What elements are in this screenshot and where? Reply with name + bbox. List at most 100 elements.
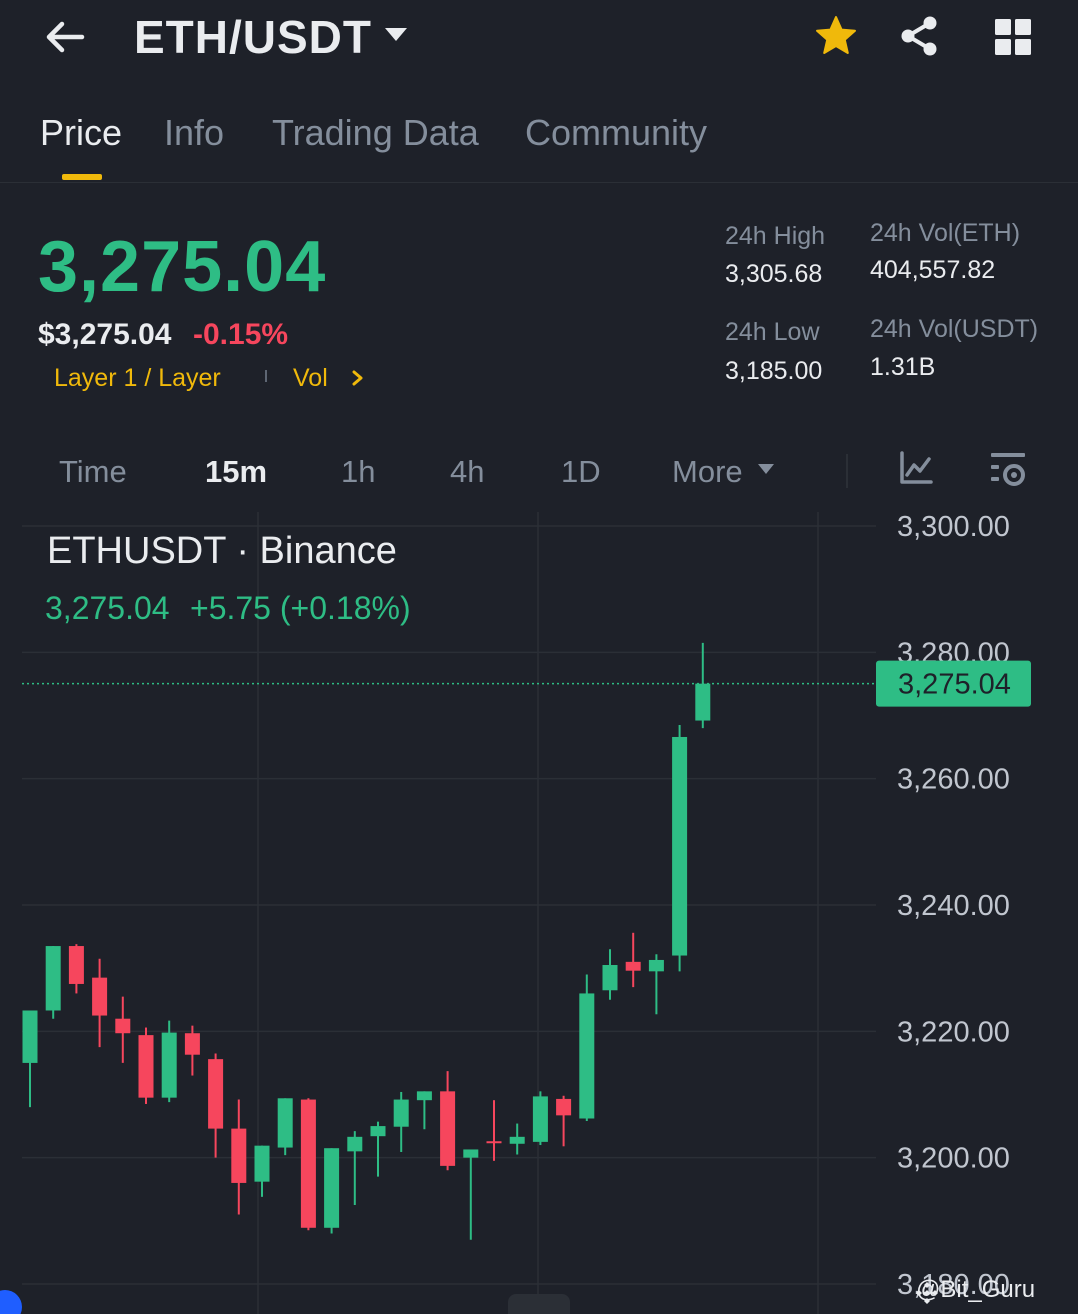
- candle-up: [22, 1010, 38, 1108]
- candle-body: [68, 946, 84, 984]
- tab-price[interactable]: Price: [40, 112, 123, 153]
- candle-body: [22, 1010, 38, 1063]
- current-price-tag-background: [876, 660, 1031, 707]
- candle-body: [532, 1096, 548, 1142]
- watermark: @Bit_Guru: [916, 1276, 1036, 1303]
- share-icon[interactable]: [898, 14, 942, 58]
- chart-grid-vertical: [257, 512, 819, 1314]
- caret-down-icon[interactable]: [756, 462, 776, 476]
- candle-body: [393, 1099, 409, 1127]
- candle-down: [625, 932, 641, 988]
- floating-assistant-bubble[interactable]: [0, 1290, 22, 1314]
- candle-down: [440, 1071, 456, 1171]
- interval-more[interactable]: More: [672, 454, 743, 489]
- vol-eth-label: 24h Vol(ETH): [870, 219, 1021, 247]
- chart-legend-change: +5.75 (+0.18%): [190, 590, 411, 626]
- candle-down: [68, 944, 84, 994]
- candle-up: [532, 1091, 548, 1146]
- candle-body: [184, 1033, 200, 1055]
- candle-down: [184, 1025, 200, 1076]
- candle-body: [370, 1126, 386, 1137]
- interval-1h[interactable]: 1h: [341, 454, 376, 489]
- candle-body: [416, 1091, 432, 1101]
- star-icon[interactable]: [814, 14, 858, 58]
- candle-body: [231, 1128, 247, 1183]
- tabs-divider: [0, 182, 1078, 183]
- candle-body: [277, 1098, 293, 1148]
- tab-community[interactable]: Community: [525, 112, 708, 153]
- candle-body: [625, 961, 641, 971]
- candle-down: [556, 1095, 572, 1147]
- candle-body: [463, 1149, 479, 1158]
- vol-eth-value: 404,557.82: [870, 256, 996, 284]
- candle-down: [138, 1027, 154, 1104]
- candle-body: [672, 736, 688, 956]
- candle-down: [208, 1053, 224, 1158]
- vol-usdt-label: 24h Vol(USDT): [870, 315, 1039, 343]
- interval-4h[interactable]: 4h: [450, 454, 485, 489]
- binance-logo-icon: [916, 1282, 938, 1304]
- candle-body: [556, 1098, 572, 1116]
- caret-down-icon[interactable]: [382, 22, 410, 46]
- y-axis-tick-label: 3,300.00: [897, 511, 1010, 543]
- candle-body: [138, 1035, 154, 1098]
- high-24h-value: 3,305.68: [725, 260, 823, 288]
- tab-trading-data[interactable]: Trading Data: [272, 112, 479, 153]
- candle-up: [277, 1098, 293, 1156]
- last-price: 3,275.04: [38, 227, 327, 307]
- chevron-right-icon[interactable]: [350, 368, 366, 388]
- candle-body: [115, 1018, 131, 1034]
- tab-info[interactable]: Info: [164, 112, 225, 153]
- candle-up: [672, 724, 688, 972]
- candle-up: [463, 1149, 479, 1240]
- candle-up: [324, 1148, 340, 1234]
- candle-body: [509, 1136, 525, 1144]
- candle-up: [416, 1091, 432, 1130]
- back-arrow-icon[interactable]: [42, 14, 88, 60]
- candle-body: [579, 993, 595, 1119]
- interval-time[interactable]: Time: [59, 454, 127, 489]
- active-tab-indicator: [62, 174, 102, 180]
- candle-up: [45, 946, 61, 1019]
- candle-down: [92, 958, 108, 1048]
- chart-drag-handle[interactable]: [508, 1294, 570, 1314]
- candle-down: [115, 996, 131, 1063]
- price-axis: 3,300.00 3,280.00 3,260.00 3,240.00 3,220.00…: [897, 511, 1010, 1301]
- candles: [22, 642, 711, 1240]
- high-24h-label: 24h High: [725, 222, 826, 250]
- interval-15m[interactable]: 15m: [205, 454, 268, 489]
- chart-legend-price: 3,275.04: [45, 590, 170, 626]
- candle-up: [370, 1121, 386, 1177]
- indicator-chart-icon[interactable]: [898, 450, 934, 486]
- current-price-tag-label: 3,275.04: [898, 669, 1011, 701]
- candle-body: [695, 683, 711, 721]
- y-axis-tick-label: 3,220.00: [897, 1016, 1010, 1048]
- candle-up: [347, 1131, 363, 1206]
- candle-up: [254, 1145, 270, 1197]
- candle-body: [602, 965, 618, 991]
- category-tag[interactable]: Layer 1 / Layer: [54, 364, 221, 392]
- candle-body: [254, 1145, 270, 1182]
- candle-up: [509, 1123, 525, 1155]
- grid-icon[interactable]: [992, 16, 1034, 58]
- interval-1d[interactable]: 1D: [561, 454, 601, 489]
- chart-settings-icon[interactable]: [988, 448, 1030, 490]
- candle-up: [695, 642, 711, 729]
- pair-title[interactable]: ETH/USDT: [134, 11, 372, 63]
- candle-body: [486, 1141, 502, 1144]
- candle-up: [579, 974, 595, 1122]
- candle-body: [300, 1099, 316, 1228]
- candle-up: [161, 1020, 177, 1103]
- candle-down: [231, 1099, 247, 1215]
- candle-body: [208, 1059, 224, 1129]
- chart-legend-title: ETHUSDT · Binance: [47, 530, 397, 572]
- candle-body: [347, 1136, 363, 1152]
- vol-tag[interactable]: Vol: [293, 364, 328, 392]
- fiat-price: $3,275.04: [38, 318, 172, 351]
- low-24h-value: 3,185.00: [725, 357, 823, 385]
- candle-body: [648, 959, 664, 972]
- candle-body: [45, 946, 61, 1011]
- candle-up: [602, 949, 618, 1000]
- candle-up: [393, 1091, 409, 1152]
